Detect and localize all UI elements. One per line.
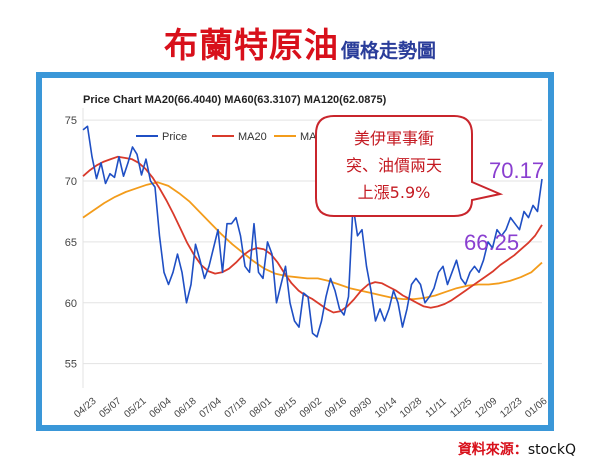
y-tick-label: 65 (65, 237, 77, 249)
title-main: 布蘭特原油 (163, 26, 339, 66)
callout-line-3: 上漲5.9% (358, 183, 431, 202)
source-name: stockQ (527, 442, 576, 458)
x-tick-label: 11/25 (448, 396, 474, 420)
x-tick-label: 07/04 (198, 396, 225, 421)
x-tick-label: 11/11 (424, 396, 449, 420)
legend-label-ma20: MA20 (238, 131, 267, 143)
y-tick-label: 75 (65, 115, 77, 127)
x-tick-label: 07/18 (223, 396, 250, 421)
x-tick-label: 09/30 (348, 396, 375, 421)
series-line-ma20 (82, 155, 543, 314)
source-label: 資料來源： (457, 442, 528, 458)
y-tick-label: 55 (65, 359, 77, 371)
legend-label-price: Price (162, 131, 187, 143)
y-tick-label: 60 (65, 298, 77, 310)
page-title: 布蘭特原油 價格走勢圖 (0, 18, 600, 67)
legend: Price MA20 MA60 (136, 131, 329, 143)
x-tick-label: 05/21 (122, 396, 149, 421)
x-tick-label: 10/14 (373, 396, 400, 421)
x-tick-label: 12/23 (498, 396, 525, 421)
price-label-prior: 66.25 (464, 230, 519, 255)
source-credit: 資料來源：stockQ (458, 439, 576, 459)
chart-frame: Price Chart MA20(66.4040) MA60(63.3107) … (36, 72, 554, 431)
chart-title: Price Chart MA20(66.4040) MA60(63.3107) … (83, 94, 387, 106)
series-line-price (82, 125, 543, 338)
y-tick-label: 70 (65, 176, 77, 188)
x-tick-label: 04/23 (72, 396, 99, 421)
x-tick-label: 06/18 (172, 396, 199, 421)
callout-bubble (315, 115, 504, 217)
x-tick-label: 12/09 (473, 396, 500, 421)
y-axis-ticks: 55 60 65 70 75 (65, 115, 77, 370)
callout-line-1: 美伊軍事衝 (354, 129, 434, 148)
x-tick-label: 06/04 (147, 396, 174, 421)
callout-annotation: 美伊軍事衝 突、油價兩天 上漲5.9% (315, 115, 504, 217)
x-tick-label: 08/15 (273, 396, 300, 421)
series-line-ma60 (82, 181, 543, 301)
x-tick-label: 09/02 (298, 396, 325, 421)
x-axis-ticks: 04/2305/0705/2106/0406/1807/0407/1808/01… (72, 396, 548, 421)
title-sub: 價格走勢圖 (340, 40, 436, 62)
callout-line-2: 突、油價兩天 (346, 156, 442, 175)
x-tick-label: 10/28 (398, 396, 425, 421)
x-tick-label: 05/07 (97, 396, 124, 421)
x-tick-label: 01/06 (523, 396, 548, 421)
price-label-latest: 70.17 (489, 158, 544, 183)
series-lines (82, 125, 543, 338)
x-tick-label: 08/01 (248, 396, 275, 421)
price-chart: Price Chart MA20(66.4040) MA60(63.3107) … (65, 94, 548, 421)
x-tick-label: 09/16 (323, 396, 350, 421)
